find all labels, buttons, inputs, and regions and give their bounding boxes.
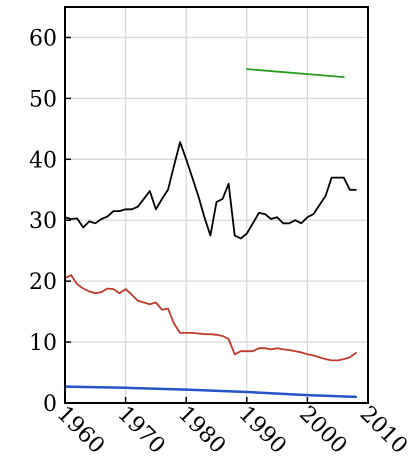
series-line-1 <box>64 274 357 362</box>
series-line-2 <box>245 68 345 78</box>
series-line-0 <box>64 141 357 240</box>
y-tick-label-3: 30 <box>29 209 57 234</box>
y-tick-label-5: 50 <box>29 87 57 112</box>
x-tick-label-1: 1970 <box>112 402 169 459</box>
y-axis-ticks: 0 10 20 30 40 50 60 <box>29 26 71 417</box>
y-tick-label-2: 20 <box>29 270 57 295</box>
x-tick-label-2: 1980 <box>173 402 230 459</box>
x-tick-label-3: 1990 <box>234 402 291 459</box>
series-line-3 <box>63 385 358 399</box>
y-tick-label-0: 0 <box>43 392 57 417</box>
series-lines <box>63 68 358 399</box>
x-tick-label-5: 2010 <box>355 402 412 459</box>
y-tick-label-4: 40 <box>29 148 57 173</box>
x-tick-label-0: 1960 <box>52 402 109 459</box>
x-tick-label-4: 2000 <box>294 402 351 459</box>
plot-frame <box>64 6 369 404</box>
x-axis-ticks: 1960 1970 1980 1990 2000 2010 <box>52 397 412 459</box>
y-tick-label-1: 10 <box>29 331 57 356</box>
y-tick-label-6: 60 <box>29 26 57 51</box>
